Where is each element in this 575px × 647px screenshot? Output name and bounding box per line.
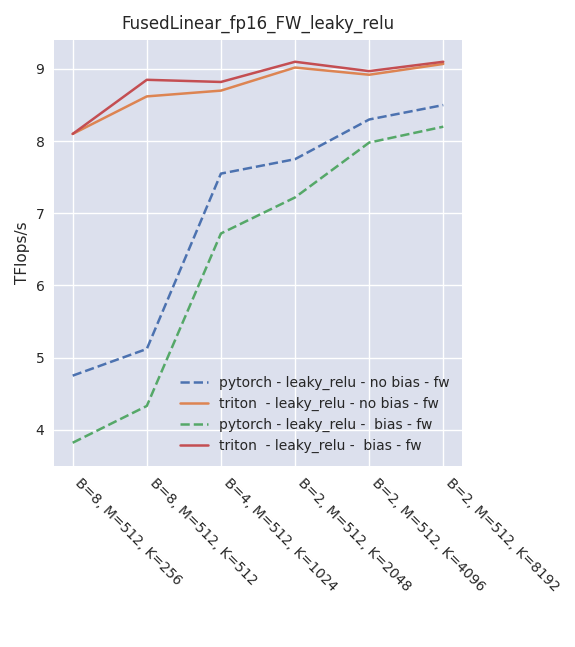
pytorch - leaky_relu -  bias - fw xyxy=(143,402,150,410)
pytorch - leaky_relu -  bias - fw xyxy=(217,230,224,237)
Title: FusedLinear_fp16_FW_leaky_relu: FusedLinear_fp16_FW_leaky_relu xyxy=(121,15,394,33)
Line: triton  - leaky_relu - no bias - fw: triton - leaky_relu - no bias - fw xyxy=(72,64,443,134)
Legend: pytorch - leaky_relu - no bias - fw, triton  - leaky_relu - no bias - fw, pytorc: pytorch - leaky_relu - no bias - fw, tri… xyxy=(174,370,455,459)
pytorch - leaky_relu -  bias - fw xyxy=(292,193,298,201)
triton  - leaky_relu - no bias - fw xyxy=(143,93,150,100)
triton  - leaky_relu -  bias - fw xyxy=(143,76,150,83)
Line: pytorch - leaky_relu -  bias - fw: pytorch - leaky_relu - bias - fw xyxy=(72,127,443,443)
pytorch - leaky_relu - no bias - fw xyxy=(69,372,76,380)
Y-axis label: TFlops/s: TFlops/s xyxy=(15,222,30,284)
triton  - leaky_relu -  bias - fw xyxy=(366,67,373,75)
pytorch - leaky_relu - no bias - fw xyxy=(143,345,150,353)
triton  - leaky_relu - no bias - fw xyxy=(440,60,447,68)
triton  - leaky_relu -  bias - fw xyxy=(69,130,76,138)
pytorch - leaky_relu - no bias - fw xyxy=(292,155,298,163)
Line: triton  - leaky_relu -  bias - fw: triton - leaky_relu - bias - fw xyxy=(72,61,443,134)
triton  - leaky_relu -  bias - fw xyxy=(217,78,224,86)
pytorch - leaky_relu - no bias - fw xyxy=(217,170,224,177)
pytorch - leaky_relu -  bias - fw xyxy=(69,439,76,446)
triton  - leaky_relu - no bias - fw xyxy=(366,71,373,79)
pytorch - leaky_relu - no bias - fw xyxy=(366,116,373,124)
Line: pytorch - leaky_relu - no bias - fw: pytorch - leaky_relu - no bias - fw xyxy=(72,105,443,376)
triton  - leaky_relu -  bias - fw xyxy=(292,58,298,65)
pytorch - leaky_relu - no bias - fw xyxy=(440,101,447,109)
triton  - leaky_relu - no bias - fw xyxy=(292,63,298,71)
triton  - leaky_relu -  bias - fw xyxy=(440,58,447,65)
pytorch - leaky_relu -  bias - fw xyxy=(440,123,447,131)
triton  - leaky_relu - no bias - fw xyxy=(69,130,76,138)
triton  - leaky_relu - no bias - fw xyxy=(217,87,224,94)
pytorch - leaky_relu -  bias - fw xyxy=(366,138,373,146)
